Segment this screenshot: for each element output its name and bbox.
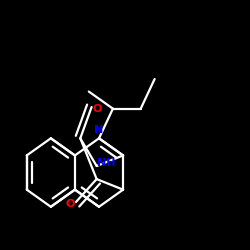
Text: O: O [66,199,75,209]
Text: O: O [92,104,102,114]
Text: NH: NH [97,158,116,168]
Text: N: N [94,125,104,135]
